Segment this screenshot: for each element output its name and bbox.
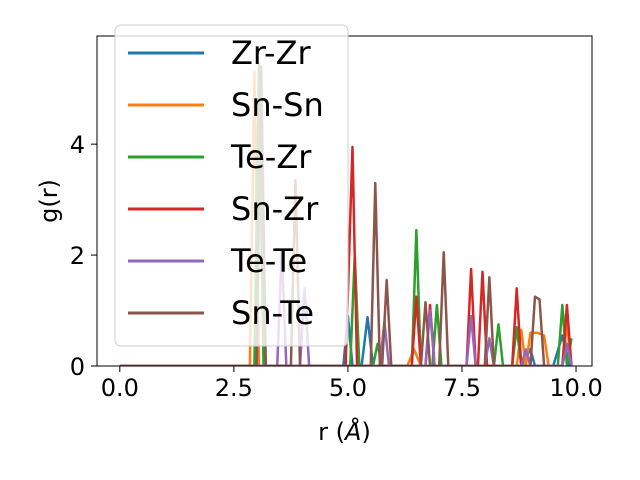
legend-label-te-te: Te-Te — [230, 242, 307, 280]
y-tick-label: 0 — [70, 353, 85, 381]
legend: Zr-Zr Sn-Sn Te-Zr Sn-Zr Te-Te Sn-Te — [114, 24, 349, 347]
x-axis-label: r (Å) — [318, 417, 371, 446]
x-tick-label: 10.0 — [549, 374, 602, 402]
x-axis: 0.0 2.5 5.0 7.5 10.0 — [101, 366, 603, 402]
x-tick-label: 7.5 — [443, 374, 481, 402]
legend-label-te-zr: Te-Zr — [230, 138, 312, 176]
legend-label-sn-te: Sn-Te — [231, 294, 314, 332]
x-tick-label: 0.0 — [101, 374, 139, 402]
legend-label-sn-sn: Sn-Sn — [231, 86, 324, 124]
y-axis: 0 2 4 — [70, 131, 97, 381]
y-tick-label: 4 — [70, 131, 85, 159]
y-axis-label: g(r) — [35, 179, 63, 223]
x-tick-label: 2.5 — [215, 374, 253, 402]
x-tick-label: 5.0 — [329, 374, 367, 402]
legend-label-zr-zr: Zr-Zr — [231, 34, 312, 72]
series-line-sn-zr — [119, 145, 573, 366]
legend-label-sn-zr: Sn-Zr — [231, 190, 319, 228]
y-tick-label: 2 — [70, 242, 85, 270]
series-line-te-te — [119, 248, 573, 366]
